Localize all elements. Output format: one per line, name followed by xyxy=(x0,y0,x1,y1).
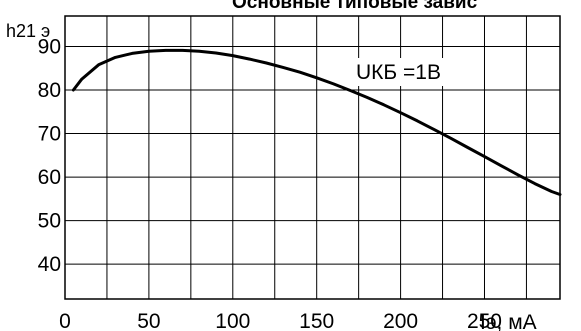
x-tick-label: 200 xyxy=(383,310,418,331)
plot-frame xyxy=(64,15,561,300)
series-group xyxy=(71,48,562,196)
y-tick-label: 90 xyxy=(38,35,61,58)
series-line-h21e xyxy=(71,48,562,196)
x-tick-label: 100 xyxy=(215,310,250,331)
y-axis-label: h21 э xyxy=(6,21,50,41)
x-tick-label: 250 xyxy=(467,310,502,331)
y-tick-label: 70 xyxy=(38,123,61,146)
annotation-ukb: UКБ =1В xyxy=(356,61,441,84)
y-tick-label: 50 xyxy=(38,210,61,233)
x-tick-label: 150 xyxy=(299,310,334,331)
x-tick-label: 0 xyxy=(59,310,71,331)
y-tick-label: 40 xyxy=(38,253,61,276)
x-axis-label: Iэ, мА xyxy=(480,311,537,331)
annotation-background xyxy=(352,58,444,86)
x-tick-label: 50 xyxy=(137,310,160,331)
y-tick-label: 80 xyxy=(38,79,61,102)
y-tick-label: 60 xyxy=(38,166,61,189)
y-axis-ticks: 40 50 60 70 80 90 xyxy=(38,35,61,276)
x-axis-ticks: 0 50 100 150 200 250 xyxy=(59,310,502,331)
chart-title: Основные типовые завис xyxy=(232,0,478,13)
grid xyxy=(65,16,560,299)
